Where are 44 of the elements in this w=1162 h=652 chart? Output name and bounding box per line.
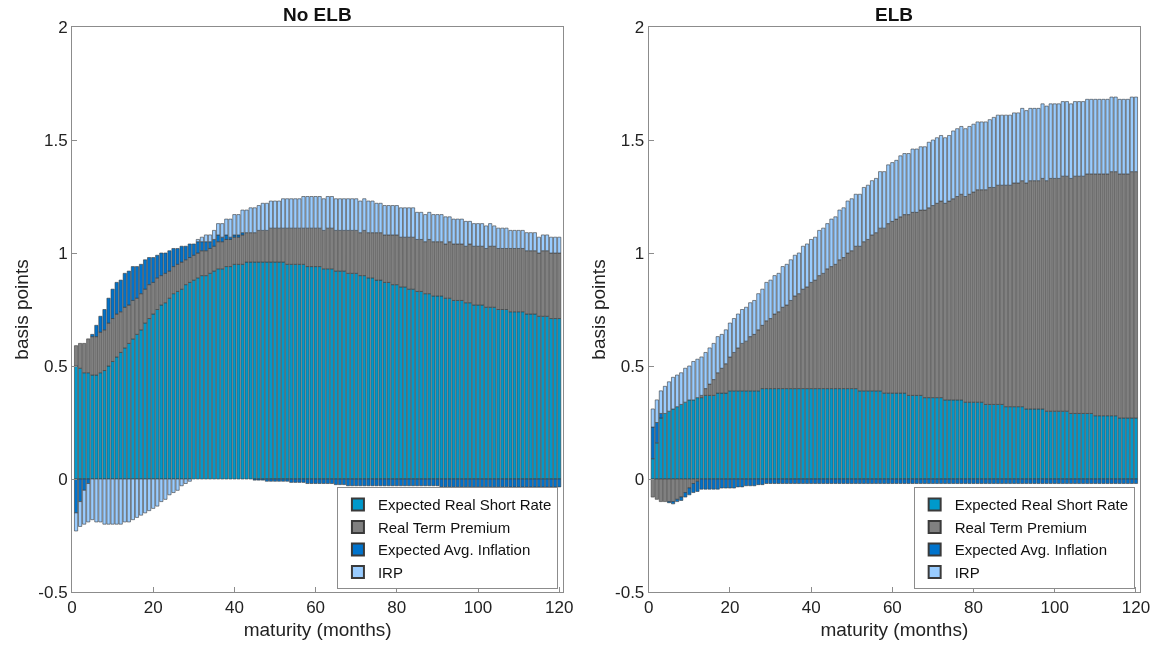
bar <box>228 218 233 238</box>
y-tick-label: 1 <box>634 243 645 263</box>
x-tick-label: 80 <box>964 598 983 618</box>
y-tick-label: 1 <box>58 243 68 263</box>
bar <box>699 356 704 396</box>
y-tick-label: 0.5 <box>43 356 68 376</box>
legend-label: IRP <box>377 563 403 581</box>
legend-label: IRP <box>954 563 980 581</box>
bar <box>224 218 229 236</box>
y-axis-title: basis points <box>11 259 33 360</box>
x-axis-title: maturity (months) <box>820 619 969 641</box>
x-tick-label: 80 <box>387 598 407 618</box>
y-tick-label: 0 <box>58 469 68 489</box>
x-axis-title: maturity (months) <box>243 619 392 641</box>
chart-title: ELB <box>875 4 913 25</box>
x-tick-label: 20 <box>143 598 163 618</box>
x-tick-label: 20 <box>720 598 740 618</box>
legend-label: Expected Avg. Inflation <box>377 541 531 559</box>
y-tick-label: 1.5 <box>620 130 645 150</box>
legend-label: Real Term Premium <box>954 518 1087 536</box>
x-tick-label: 40 <box>801 598 821 618</box>
y-tick-label: -0.5 <box>615 582 645 602</box>
x-tick-label: 100 <box>463 598 493 618</box>
x-tick-label: 120 <box>545 598 574 618</box>
legend-label: Expected Avg. Inflation <box>954 541 1107 559</box>
x-tick-label: 60 <box>882 598 902 618</box>
bar <box>240 209 245 233</box>
x-tick-label: 40 <box>224 598 244 618</box>
legend-label: Expected Real Short Rate <box>954 496 1129 514</box>
legend-label: Expected Real Short Rate <box>377 496 552 514</box>
y-tick-label: -0.5 <box>38 582 68 602</box>
chart-title: No ELB <box>283 4 352 25</box>
bar <box>695 480 700 492</box>
y-tick-label: 0.5 <box>620 356 645 376</box>
y-tick-label: 0 <box>634 469 645 489</box>
x-tick-label: 100 <box>1040 598 1069 618</box>
y-axis-title: basis points <box>587 259 609 360</box>
y-tick-label: 2 <box>58 17 68 37</box>
legend-label: Real Term Premium <box>377 518 511 536</box>
x-tick-label: 120 <box>1121 598 1151 618</box>
y-tick-label: 1.5 <box>43 130 68 150</box>
x-tick-label: 60 <box>306 598 326 618</box>
bar <box>232 214 237 236</box>
y-tick-label: 2 <box>634 17 645 37</box>
